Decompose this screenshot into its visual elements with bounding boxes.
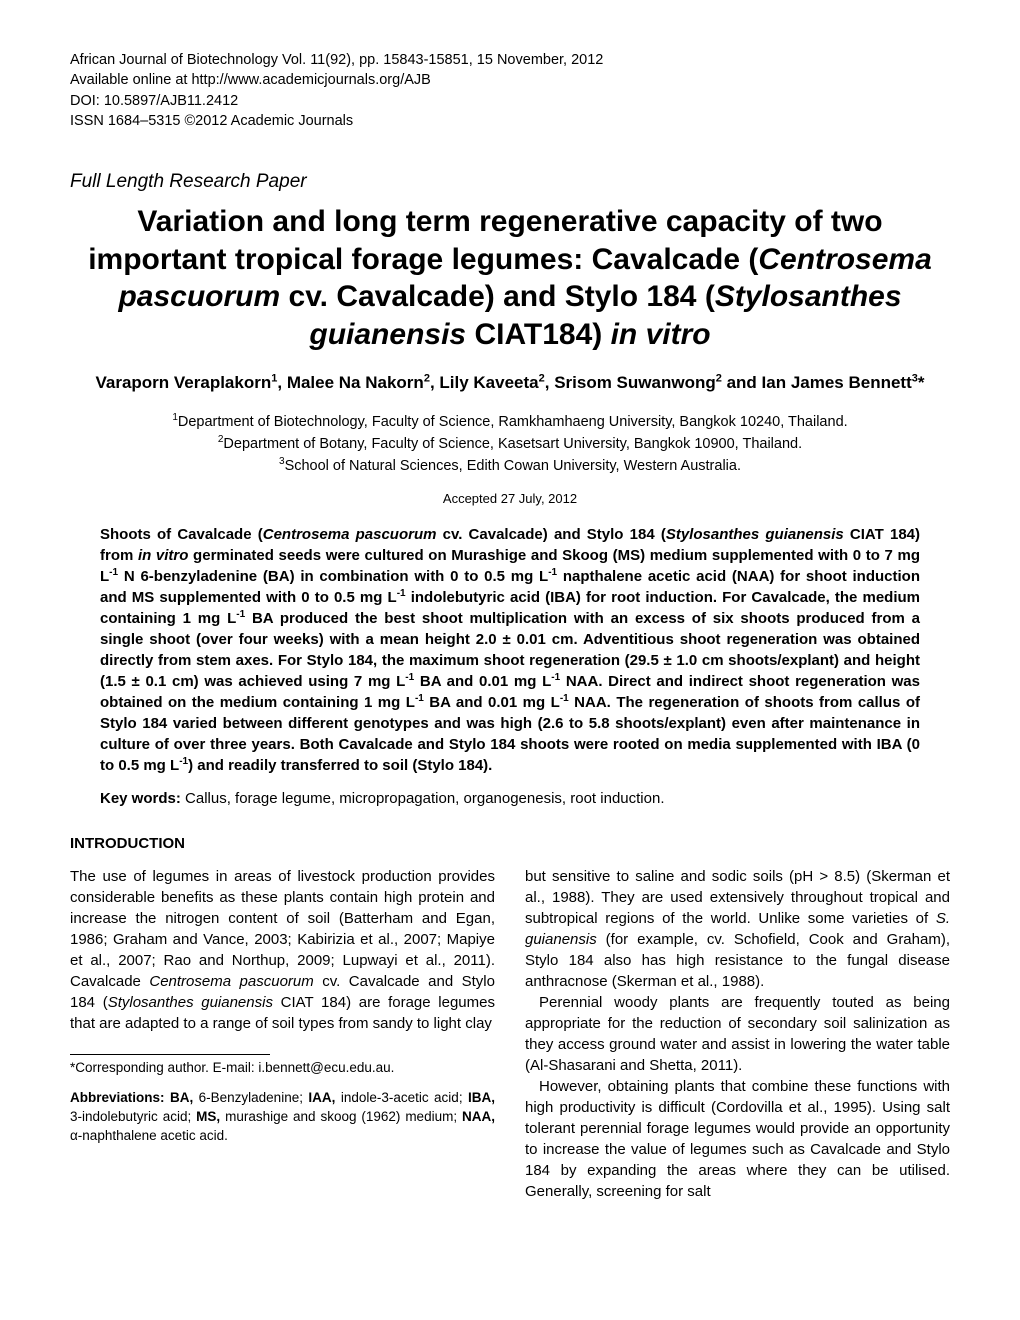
aff-3-text: School of Natural Sciences, Edith Cowan … — [285, 458, 741, 474]
affiliations: 1Department of Biotechnology, Faculty of… — [70, 411, 950, 477]
intro-p1: The use of legumes in areas of livestock… — [70, 866, 495, 1034]
corr-star: * — [918, 373, 925, 392]
p1-t1: The use of legumes in areas of livestock… — [70, 868, 495, 990]
iba-label: IBA, — [468, 1090, 495, 1105]
issn-line: ISSN 1684–5315 ©2012 Academic Journals — [70, 111, 950, 131]
abbr-label: Abbreviations: — [70, 1090, 170, 1105]
abs-sup1: -1 — [109, 567, 118, 578]
intro-p3: However, obtaining plants that combine t… — [525, 1076, 950, 1202]
title-text-3: CIAT184) — [466, 318, 610, 351]
ms-text: murashige and skoog (1962) medium; — [220, 1109, 462, 1124]
abs-sup7: -1 — [415, 693, 424, 704]
abs-t2: cv. Cavalcade) and Stylo 184 ( — [436, 526, 665, 543]
author-2: Malee Na Nakorn — [287, 373, 424, 392]
abbreviations: Abbreviations: BA, 6-Benzyladenine; IAA,… — [70, 1089, 495, 1146]
author-1: Varaporn Veraplakorn — [95, 373, 271, 392]
abs-sup8: -1 — [560, 693, 569, 704]
sep-1: , — [277, 373, 286, 392]
column-left: The use of legumes in areas of livestock… — [70, 866, 495, 1202]
sep-3: , — [545, 373, 554, 392]
abs-t1: Shoots of Cavalcade ( — [100, 526, 263, 543]
author-3: Lily Kaveeta — [439, 373, 538, 392]
section-heading-introduction: INTRODUCTION — [70, 835, 950, 852]
keywords: Key words: Callus, forage legume, microp… — [100, 790, 920, 807]
abs-sup6: -1 — [551, 672, 560, 683]
iaa-label: IAA, — [308, 1090, 335, 1105]
abs-sup5: -1 — [405, 672, 414, 683]
abstract: Shoots of Cavalcade (Centrosema pascuoru… — [100, 524, 920, 776]
body-columns: The use of legumes in areas of livestock… — [70, 866, 950, 1202]
abs-sup4: -1 — [236, 609, 245, 620]
ba-label: BA, — [170, 1090, 193, 1105]
column-right: but sensitive to saline and sodic soils … — [525, 866, 950, 1202]
ms-label: MS, — [196, 1109, 220, 1124]
naa-label: NAA, — [462, 1109, 495, 1124]
title-text-2: cv. Cavalcade) and Stylo 184 ( — [280, 280, 715, 313]
abs-i1: Centrosema pascuorum — [263, 526, 437, 543]
footnote-rule — [70, 1054, 270, 1055]
iaa-text: indole-3-acetic acid; — [335, 1090, 468, 1105]
iba-text: 3-indolebutyric acid; — [70, 1109, 196, 1124]
abs-sup3: -1 — [397, 588, 406, 599]
affiliation-2: 2Department of Botany, Faculty of Scienc… — [70, 433, 950, 455]
abs-t5: N 6-benzyladenine (BA) in combination wi… — [118, 568, 548, 585]
ba-text: 6-Benzyladenine; — [193, 1090, 308, 1105]
keywords-label: Key words: — [100, 790, 185, 807]
journal-header: African Journal of Biotechnology Vol. 11… — [70, 50, 950, 131]
corresponding-author: *Corresponding author. E-mail: i.bennett… — [70, 1059, 495, 1078]
abs-t9: BA and 0.01 mg L — [414, 673, 551, 690]
abs-sup2: -1 — [548, 567, 557, 578]
abs-i2: Stylosanthes guianensis — [666, 526, 844, 543]
affiliation-3: 3School of Natural Sciences, Edith Cowan… — [70, 455, 950, 477]
aff-2-text: Department of Botany, Faculty of Science… — [223, 436, 802, 452]
journal-line: African Journal of Biotechnology Vol. 11… — [70, 50, 950, 70]
accepted-date: Accepted 27 July, 2012 — [70, 491, 950, 506]
affiliation-1: 1Department of Biotechnology, Faculty of… — [70, 411, 950, 433]
p1-i2: Stylosanthes guianensis — [108, 994, 273, 1011]
and: and — [722, 373, 762, 392]
p1-i1: Centrosema pascuorum — [149, 973, 313, 990]
available-line: Available online at http://www.academicj… — [70, 70, 950, 90]
abs-i3: in vitro — [138, 547, 188, 564]
naa-text: α-naphthalene acetic acid. — [70, 1128, 228, 1143]
c2p1-t1: but sensitive to saline and sodic soils … — [525, 868, 950, 927]
sep-2: , — [430, 373, 439, 392]
abs-t11: BA and 0.01 mg L — [424, 694, 560, 711]
intro-p2: Perennial woody plants are frequently to… — [525, 992, 950, 1076]
article-title: Variation and long term regenerative cap… — [70, 203, 950, 353]
title-italic-3: in vitro — [611, 318, 711, 351]
abs-sup9: -1 — [179, 756, 188, 767]
doi-line: DOI: 10.5897/AJB11.2412 — [70, 91, 950, 111]
abs-t13: ) and readily transferred to soil (Stylo… — [188, 757, 492, 774]
keywords-text: Callus, forage legume, micropropagation,… — [185, 790, 664, 807]
research-type: Full Length Research Paper — [70, 171, 950, 193]
author-5: Ian James Bennett — [762, 373, 912, 392]
intro-p1-cont: but sensitive to saline and sodic soils … — [525, 866, 950, 992]
authors: Varaporn Veraplakorn1, Malee Na Nakorn2,… — [70, 371, 950, 395]
author-4: Srisom Suwanwong — [554, 373, 716, 392]
aff-1-text: Department of Biotechnology, Faculty of … — [178, 414, 848, 430]
